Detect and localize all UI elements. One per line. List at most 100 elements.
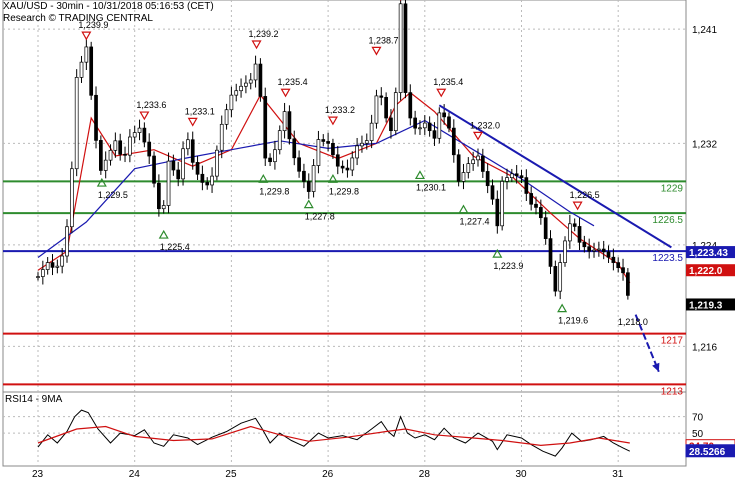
candle-body	[69, 168, 74, 228]
candle-body	[224, 109, 229, 125]
y-tick-label: 1,216	[692, 342, 717, 353]
candle-body	[161, 205, 166, 210]
candle-body	[345, 167, 350, 171]
level-label: 1229	[661, 183, 684, 194]
swing-low-label: 1,223.9	[493, 261, 523, 271]
candle-body	[534, 203, 538, 208]
candle-body	[606, 251, 611, 258]
candle-body	[176, 169, 181, 180]
candle-body	[142, 127, 147, 143]
candle-body	[485, 171, 490, 187]
candle-body	[74, 77, 79, 170]
candle-body	[113, 140, 118, 151]
candle-body	[432, 130, 437, 139]
candle-body	[389, 117, 393, 132]
candle-body	[128, 136, 132, 156]
swing-low-marker	[458, 204, 469, 214]
candle-body	[418, 127, 422, 130]
swing-low-label: 1,230.1	[416, 182, 446, 192]
rsi-ma-line	[37, 425, 630, 447]
rsi-tick-label: 70	[692, 413, 704, 424]
candle-body	[297, 157, 301, 172]
level-label: 1223.5	[652, 253, 683, 264]
candle-body	[500, 181, 505, 227]
candle-body	[442, 112, 446, 118]
candle-body	[277, 130, 282, 151]
candle-body	[514, 173, 519, 177]
x-tick-label: 23	[32, 469, 44, 480]
candle-body	[408, 92, 413, 119]
candle-body	[398, 3, 403, 93]
candle-body	[626, 272, 630, 296]
candle-body	[302, 170, 306, 182]
candle-body	[147, 141, 152, 157]
swing-high-marker	[139, 111, 150, 121]
price-tag-box	[686, 298, 735, 311]
candle-body	[582, 241, 587, 248]
swing-low-label: 1,225.4	[160, 242, 190, 252]
candle-body	[384, 97, 388, 119]
candle-body	[495, 198, 500, 227]
candle-body	[355, 145, 359, 159]
swing-low-label: 1,229.8	[329, 186, 359, 196]
candle-body	[335, 154, 340, 167]
candle-body	[316, 139, 321, 166]
candle-body	[60, 255, 65, 267]
swing-high-marker	[280, 88, 291, 98]
candle-body	[519, 175, 524, 178]
x-tick-label: 24	[129, 469, 141, 480]
candle-body	[427, 122, 432, 132]
candle-body	[186, 139, 190, 150]
swing-high-label: 1,233.1	[185, 106, 215, 116]
target-label: 1,218.0	[618, 317, 648, 327]
candle-body	[181, 148, 185, 180]
price-tag-label: 1,222.0	[689, 266, 723, 277]
candle-body	[587, 246, 592, 252]
rsi-panel-frame	[2, 391, 687, 467]
level-label: 1217	[661, 336, 684, 347]
price-tag-label: 1,219.3	[689, 300, 723, 311]
candle-body	[616, 262, 621, 269]
swing-high-marker	[572, 201, 583, 211]
candle-body	[567, 223, 572, 242]
price-tag-box	[686, 246, 735, 259]
candle-body	[577, 226, 582, 243]
candle-body	[234, 90, 239, 96]
swing-high-label: 1,235.4	[278, 77, 308, 87]
swing-high-label: 1,226.5	[570, 190, 600, 200]
candle-body	[171, 160, 176, 171]
candle-body	[558, 262, 563, 292]
candle-body	[374, 95, 379, 124]
swing-low-marker	[96, 177, 107, 187]
candle-body	[422, 122, 427, 129]
rsi-tag-label: 28.5266	[689, 447, 726, 458]
x-tick-label: 26	[322, 469, 334, 480]
price-tag-label: 1,223.43	[689, 248, 728, 259]
candle-body	[524, 177, 529, 194]
candle-body	[326, 141, 330, 144]
candle-body	[200, 173, 205, 183]
candle-body	[244, 82, 248, 87]
candle-body	[393, 92, 398, 132]
candle-body	[137, 127, 142, 133]
y-tick-label: 1,232	[692, 139, 717, 150]
swing-low-marker	[327, 174, 338, 183]
candle-body	[282, 111, 287, 132]
candle-body	[190, 139, 195, 163]
swing-low-marker	[158, 229, 169, 239]
candle-body	[509, 173, 514, 178]
swing-high-marker	[187, 117, 198, 127]
y-tick-label: 1,241	[692, 25, 717, 36]
candle-body	[331, 143, 335, 156]
candle-body	[451, 127, 456, 156]
candle-body	[152, 155, 156, 184]
candle-body	[258, 63, 263, 97]
swing-high-label: 1,232.0	[470, 120, 500, 130]
candle-body	[108, 149, 113, 161]
level-label: 1213	[661, 386, 684, 397]
x-tick-label: 31	[612, 469, 624, 480]
candle-body	[36, 276, 40, 278]
candle-body	[50, 262, 55, 268]
